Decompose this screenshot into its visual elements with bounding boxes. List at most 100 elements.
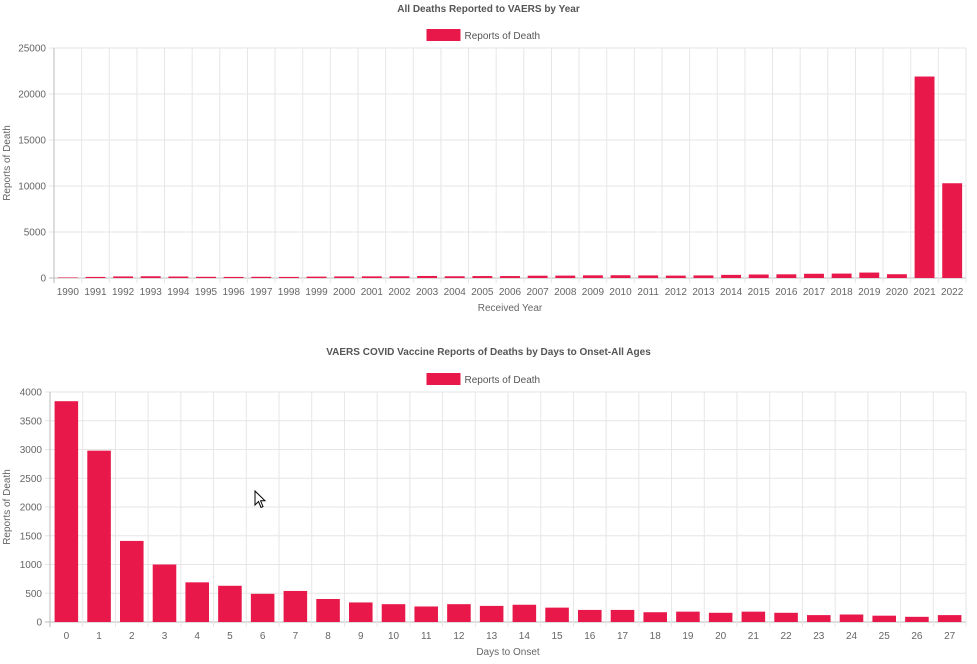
chart-title: All Deaths Reported to VAERS by Year bbox=[397, 4, 580, 15]
x-tick-label: 22 bbox=[781, 631, 793, 642]
bar[interactable] bbox=[886, 274, 907, 278]
bar[interactable] bbox=[250, 593, 275, 622]
bar[interactable] bbox=[839, 614, 864, 622]
bar[interactable] bbox=[748, 274, 769, 278]
y-tick-label: 20000 bbox=[18, 90, 46, 101]
bar[interactable] bbox=[85, 276, 106, 278]
bar[interactable] bbox=[905, 616, 929, 622]
bar[interactable] bbox=[610, 275, 631, 278]
chart-legend[interactable]: Reports of Death bbox=[426, 373, 541, 386]
bar[interactable] bbox=[196, 276, 216, 278]
x-tick-label: 14 bbox=[519, 631, 531, 642]
x-tick-label: 2001 bbox=[361, 287, 384, 298]
bar[interactable] bbox=[152, 564, 177, 623]
bar[interactable] bbox=[942, 183, 963, 278]
y-tick-label: 500 bbox=[25, 589, 42, 600]
bar[interactable] bbox=[527, 275, 548, 278]
bar[interactable] bbox=[417, 275, 438, 278]
y-tick-label: 1000 bbox=[20, 560, 43, 571]
x-tick-label: 2018 bbox=[831, 287, 854, 298]
bar[interactable] bbox=[555, 275, 576, 278]
x-tick-label: 1 bbox=[96, 631, 102, 642]
bar[interactable] bbox=[914, 76, 935, 279]
bar[interactable] bbox=[316, 599, 340, 622]
bar[interactable] bbox=[306, 276, 327, 278]
bar[interactable] bbox=[665, 275, 686, 278]
bar[interactable] bbox=[185, 582, 209, 622]
x-tick-label: 6 bbox=[260, 631, 266, 642]
bar[interactable] bbox=[120, 540, 144, 622]
x-tick-label: 0 bbox=[64, 631, 70, 642]
legend-label: Reports of Death bbox=[465, 31, 541, 42]
bar[interactable] bbox=[334, 276, 355, 278]
bar[interactable] bbox=[872, 615, 896, 622]
bar[interactable] bbox=[349, 602, 373, 622]
bar[interactable] bbox=[578, 609, 602, 622]
x-tick-label: 2006 bbox=[499, 287, 522, 298]
x-tick-label: 2009 bbox=[582, 287, 605, 298]
x-tick-label: 8 bbox=[325, 631, 331, 642]
y-tick-label: 0 bbox=[36, 618, 42, 629]
bar[interactable] bbox=[582, 275, 603, 278]
x-tick-label: 20 bbox=[715, 631, 727, 642]
bar[interactable] bbox=[545, 607, 569, 622]
x-tick-label: 23 bbox=[813, 631, 825, 642]
bar[interactable] bbox=[361, 276, 382, 278]
bar[interactable] bbox=[140, 276, 161, 278]
bar[interactable] bbox=[638, 275, 659, 278]
x-tick-label: 2016 bbox=[775, 287, 798, 298]
bar[interactable] bbox=[643, 612, 667, 622]
bar[interactable] bbox=[512, 604, 537, 622]
bar[interactable] bbox=[741, 611, 766, 622]
x-tick-label: 18 bbox=[650, 631, 662, 642]
x-tick-label: 25 bbox=[879, 631, 891, 642]
bar[interactable] bbox=[804, 273, 824, 278]
bar[interactable] bbox=[381, 604, 406, 622]
bar[interactable] bbox=[251, 276, 272, 278]
y-axis-label: Reports of Death bbox=[2, 469, 13, 545]
y-tick-label: 2000 bbox=[20, 503, 43, 514]
y-tick-label: 1500 bbox=[20, 531, 43, 542]
bar[interactable] bbox=[218, 585, 242, 622]
bar[interactable] bbox=[859, 272, 880, 278]
bar[interactable] bbox=[807, 615, 831, 622]
bar[interactable] bbox=[774, 612, 798, 622]
x-tick-label: 3 bbox=[162, 631, 168, 642]
bar[interactable] bbox=[721, 274, 742, 278]
bar[interactable] bbox=[223, 276, 244, 278]
bar[interactable] bbox=[610, 609, 635, 622]
bar[interactable] bbox=[168, 276, 189, 278]
bar[interactable] bbox=[113, 276, 134, 278]
bar[interactable] bbox=[444, 276, 465, 278]
y-tick-label: 15000 bbox=[18, 136, 46, 147]
bar[interactable] bbox=[479, 605, 504, 622]
x-tick-label: 26 bbox=[911, 631, 923, 642]
bar[interactable] bbox=[937, 615, 962, 622]
bar[interactable] bbox=[831, 273, 852, 278]
bar[interactable] bbox=[87, 450, 111, 622]
y-tick-label: 4000 bbox=[20, 388, 43, 399]
x-tick-label: 1994 bbox=[167, 287, 190, 298]
x-tick-label: 2004 bbox=[444, 287, 467, 298]
bar[interactable] bbox=[693, 275, 714, 278]
x-tick-label: 21 bbox=[748, 631, 760, 642]
x-axis-label: Days to Onset bbox=[476, 647, 540, 658]
bar[interactable] bbox=[676, 611, 700, 622]
chart-title: VAERS COVID Vaccine Reports of Deaths by… bbox=[326, 347, 651, 358]
x-tick-label: 2003 bbox=[416, 287, 439, 298]
bar[interactable] bbox=[708, 612, 733, 622]
bar[interactable] bbox=[54, 401, 79, 622]
bar[interactable] bbox=[283, 590, 308, 622]
bar[interactable] bbox=[500, 276, 520, 278]
bar[interactable] bbox=[389, 276, 410, 278]
bar[interactable] bbox=[57, 277, 78, 278]
bar[interactable] bbox=[447, 604, 471, 622]
bar[interactable] bbox=[472, 276, 493, 278]
legend-label: Reports of Death bbox=[465, 375, 541, 386]
bar[interactable] bbox=[414, 606, 438, 622]
x-tick-label: 2007 bbox=[527, 287, 550, 298]
bar[interactable] bbox=[776, 274, 797, 278]
bar[interactable] bbox=[278, 276, 299, 278]
chart-legend[interactable]: Reports of Death bbox=[426, 29, 541, 42]
x-tick-label: 1991 bbox=[84, 287, 107, 298]
